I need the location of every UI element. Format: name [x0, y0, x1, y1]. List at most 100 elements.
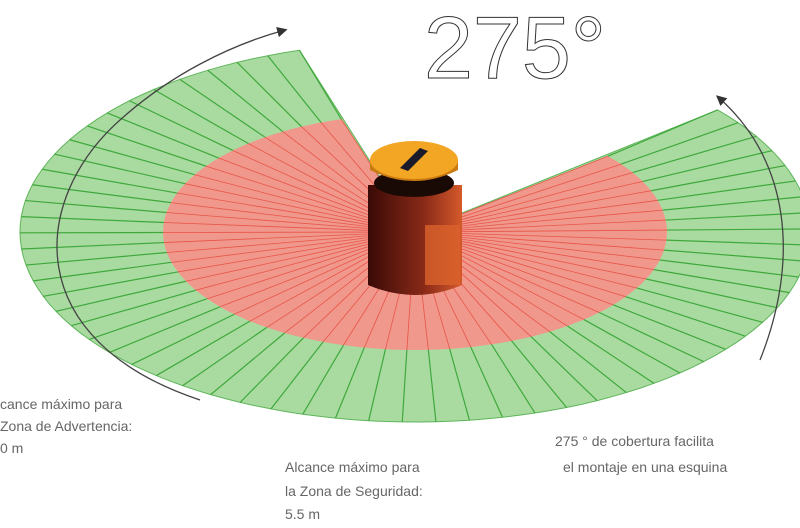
ray-outer	[179, 78, 266, 138]
ray-outer	[25, 199, 167, 214]
scanner-slot	[400, 148, 428, 171]
ray-inner	[219, 243, 385, 308]
ray-outer	[270, 341, 324, 410]
coverage-arrow-right	[716, 95, 784, 361]
ray-inner	[445, 155, 609, 221]
label-line: el montaje en una esquina	[563, 459, 727, 475]
ray-outer	[182, 326, 268, 387]
ray-outer	[642, 150, 773, 183]
ray-inner	[218, 157, 384, 222]
ray-inner	[249, 245, 389, 322]
ray-inner	[454, 209, 663, 230]
ray-outer	[109, 306, 221, 353]
ray-inner	[166, 234, 376, 253]
safety-zone-label: Alcance máximo para la Zona de Seguridad…	[285, 459, 423, 522]
ray-outer	[131, 313, 235, 366]
ray-inner	[446, 242, 614, 306]
ray-outer	[427, 349, 437, 422]
ray-inner	[454, 234, 665, 251]
ray-outer	[207, 69, 284, 133]
ray-outer	[549, 331, 627, 394]
ray-outer	[239, 337, 304, 403]
ray-outer	[653, 269, 790, 294]
ray-outer	[32, 184, 171, 204]
ray-outer	[21, 216, 164, 224]
ray-outer	[54, 153, 186, 185]
ray-outer	[625, 296, 746, 337]
ray-inner	[207, 241, 383, 300]
warning-zone-label: cance máximo para Zona de Advertencia: 0…	[0, 396, 132, 456]
ray-outer	[21, 241, 165, 250]
ray-inner	[185, 239, 379, 282]
ray-outer	[470, 346, 504, 418]
ray-outer	[25, 251, 167, 266]
ray-inner	[447, 163, 622, 223]
ray-outer	[511, 340, 568, 408]
ray-inner	[453, 199, 658, 228]
ray-inner	[448, 241, 626, 298]
ray-inner	[177, 237, 378, 273]
ray-inner	[232, 150, 387, 220]
ray-inner	[163, 233, 376, 243]
ray-outer	[334, 347, 365, 419]
scanner-window	[425, 225, 460, 285]
label-line: 5.5 m	[285, 506, 320, 522]
ray-outer	[449, 348, 470, 421]
ray-outer	[662, 196, 800, 211]
ray-outer	[401, 349, 408, 422]
ray-inner	[166, 212, 376, 230]
ray-outer	[302, 344, 344, 415]
ray-outer	[657, 180, 796, 201]
ray-outer	[107, 112, 219, 159]
ray-outer	[33, 261, 172, 282]
ray-outer	[299, 49, 342, 120]
ray-outer	[69, 139, 195, 176]
ray-outer	[650, 164, 786, 192]
ray-outer	[665, 212, 800, 221]
label-line: Alcance máximo para	[285, 459, 420, 475]
ray-outer	[620, 122, 739, 165]
label-line: la Zona de Seguridad:	[285, 483, 423, 499]
ray-outer	[659, 259, 799, 278]
coverage-arrow-left	[56, 27, 288, 401]
label-line: 275 ° de cobertura facilita	[555, 433, 714, 449]
ray-outer	[666, 239, 800, 246]
ray-inner	[441, 245, 585, 320]
ray-outer	[89, 298, 208, 341]
ray-inner	[450, 240, 637, 289]
ray-inner	[449, 172, 633, 224]
angle-title: 275°	[424, 0, 606, 97]
label-line: 0 m	[0, 440, 23, 456]
ray-outer	[153, 88, 249, 145]
ray-inner	[454, 232, 667, 241]
ray-outer	[42, 168, 178, 194]
ray-outer	[646, 278, 778, 309]
ray-outer	[583, 319, 681, 374]
ray-outer	[612, 304, 726, 350]
ray-inner	[452, 190, 652, 227]
ray-outer	[567, 325, 655, 384]
ray-outer	[55, 280, 187, 312]
ray-inner	[451, 181, 643, 225]
ray-inner	[205, 165, 382, 223]
ray-outer	[607, 109, 718, 157]
ray-inner	[234, 244, 387, 315]
ray-inner	[248, 143, 389, 219]
ray-inner	[185, 183, 379, 226]
ray-inner	[194, 174, 381, 224]
ray-outer	[210, 332, 286, 396]
ray-outer	[491, 344, 536, 414]
ray-inner	[451, 238, 647, 280]
ray-outer	[530, 336, 598, 402]
ray-inner	[452, 237, 654, 271]
ray-outer	[636, 287, 763, 323]
ray-inner	[163, 222, 376, 231]
scanner	[368, 141, 462, 295]
coverage-label: 275 ° de cobertura facilita el montaje e…	[555, 433, 727, 475]
ray-inner	[453, 235, 660, 261]
ray-outer	[267, 55, 322, 123]
ray-inner	[444, 243, 600, 313]
ray-inner	[171, 236, 377, 263]
label-line: cance máximo para	[0, 396, 122, 412]
ray-outer	[598, 311, 705, 363]
